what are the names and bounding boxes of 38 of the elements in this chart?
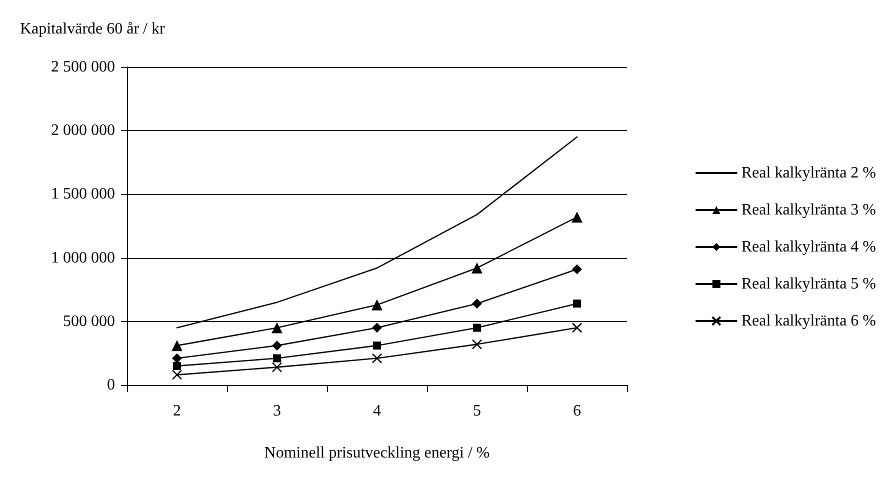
- y-axis-title: Kapitalvärde 60 år / kr: [20, 20, 166, 38]
- point: [172, 353, 182, 364]
- y-tick-label: 500 000: [63, 312, 115, 330]
- point: [572, 212, 582, 223]
- x-tick-label: 3: [273, 402, 281, 420]
- point: [272, 340, 282, 351]
- y-tick-label: 1 500 000: [51, 186, 115, 203]
- point: [572, 322, 582, 333]
- point: [372, 353, 382, 364]
- legend-label: Real kalkylränta 3 %: [741, 202, 876, 218]
- point: [472, 262, 482, 274]
- x-tick-label: 4: [373, 402, 381, 420]
- point: [372, 322, 382, 333]
- point: [372, 299, 382, 310]
- point: [472, 298, 482, 309]
- point: [172, 340, 182, 352]
- x-axis-title: Nominell prisutveckling energi / %: [264, 444, 490, 462]
- point: [572, 264, 582, 274]
- point: [472, 339, 482, 350]
- x-tick-label: 2: [173, 402, 181, 420]
- x-tick-label: 6: [573, 402, 581, 420]
- x-tick-label: 5: [473, 402, 481, 420]
- y-tick-label: 2 000 000: [51, 122, 115, 140]
- y-tick-label: 2 500 000: [51, 58, 115, 76]
- legend-label: Real kalkylränta 6 %: [741, 312, 876, 330]
- legend-label: Real kalkylränta 4 %: [741, 238, 876, 256]
- legend-label: Real kalkylränta 5 %: [741, 276, 876, 292]
- y-tick-label: 1 000 000: [51, 249, 115, 266]
- point: [573, 300, 581, 308]
- point: [272, 322, 282, 334]
- point: [173, 362, 181, 370]
- legend-label: Real kalkylränta 2 %: [741, 164, 876, 182]
- y-tick-label: 0: [107, 376, 115, 394]
- point: [272, 362, 282, 372]
- point: [473, 324, 481, 332]
- point: [172, 370, 182, 380]
- point: [373, 342, 381, 350]
- point: [273, 354, 281, 362]
